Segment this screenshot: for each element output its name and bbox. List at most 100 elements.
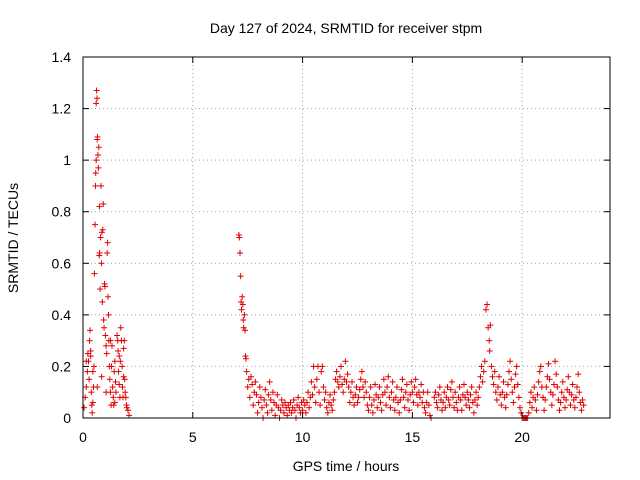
data-point	[505, 368, 512, 375]
data-point	[104, 239, 111, 246]
data-point	[456, 384, 463, 391]
data-point	[121, 376, 128, 383]
data-point	[431, 394, 438, 401]
data-point	[104, 249, 111, 256]
data-point	[545, 360, 552, 367]
data-point	[246, 394, 253, 401]
data-point	[257, 394, 264, 401]
grid-layer	[83, 57, 610, 418]
data-point	[239, 301, 246, 308]
data-point	[576, 389, 583, 396]
data-point	[99, 298, 106, 305]
data-point	[421, 404, 428, 411]
data-point	[96, 249, 103, 256]
data-point	[556, 407, 563, 414]
y-axis-label: SRMTID / TECUs	[5, 183, 21, 293]
data-point	[288, 409, 295, 416]
data-point	[406, 407, 413, 414]
data-point	[568, 391, 575, 398]
points-layer	[81, 87, 587, 421]
data-point	[98, 373, 105, 380]
data-point	[514, 381, 521, 388]
data-point	[87, 327, 94, 334]
data-point	[278, 396, 285, 403]
data-point	[117, 358, 124, 365]
data-point	[411, 384, 418, 391]
data-point	[493, 396, 500, 403]
data-point	[255, 399, 262, 406]
plot-frame	[82, 56, 611, 419]
data-point	[426, 412, 433, 419]
data-point	[347, 389, 354, 396]
data-point	[110, 394, 117, 401]
data-point	[89, 368, 96, 375]
data-point	[397, 396, 404, 403]
data-point	[396, 409, 403, 416]
data-point	[473, 389, 480, 396]
y-tick-label: 0	[63, 410, 71, 426]
data-point	[94, 151, 101, 158]
data-point	[366, 394, 373, 401]
data-point	[391, 407, 398, 414]
data-point	[440, 399, 447, 406]
data-point	[101, 324, 108, 331]
data-point	[402, 389, 409, 396]
data-point	[387, 404, 394, 411]
data-point	[422, 409, 429, 416]
data-point	[362, 378, 369, 385]
data-point	[448, 378, 455, 385]
data-point	[457, 396, 464, 403]
data-point	[509, 389, 516, 396]
data-point	[98, 260, 105, 267]
data-point	[238, 306, 245, 313]
data-point	[92, 182, 99, 189]
data-point	[89, 409, 96, 416]
data-point	[532, 396, 539, 403]
data-point	[89, 399, 96, 406]
data-point	[311, 384, 318, 391]
data-point	[247, 373, 254, 380]
data-point	[303, 399, 310, 406]
data-point	[574, 384, 581, 391]
data-point	[98, 182, 105, 189]
data-point	[378, 407, 385, 414]
data-point	[331, 389, 338, 396]
data-point	[111, 399, 118, 406]
data-point	[300, 396, 307, 403]
data-point	[537, 363, 544, 370]
data-point	[263, 402, 270, 409]
data-point	[467, 391, 474, 398]
data-point	[460, 381, 467, 388]
data-point	[531, 384, 538, 391]
data-point	[84, 350, 91, 357]
data-point	[486, 347, 493, 354]
data-point	[253, 391, 260, 398]
data-point	[90, 363, 97, 370]
data-point	[368, 402, 375, 409]
data-point	[112, 378, 119, 385]
data-point	[105, 311, 112, 318]
data-point	[468, 384, 475, 391]
data-point	[106, 376, 113, 383]
data-point	[83, 358, 90, 365]
data-point	[412, 376, 419, 383]
data-point	[256, 384, 263, 391]
data-point	[109, 384, 116, 391]
data-point	[433, 399, 440, 406]
data-point	[92, 170, 99, 177]
data-point	[567, 402, 574, 409]
data-point	[93, 100, 100, 107]
data-point	[386, 394, 393, 401]
data-point	[542, 396, 549, 403]
data-point	[329, 407, 336, 414]
data-point	[264, 409, 271, 416]
data-point	[525, 409, 532, 416]
data-point	[563, 396, 570, 403]
x-tick-label: 15	[405, 429, 421, 445]
data-point	[290, 396, 297, 403]
data-point	[116, 381, 123, 388]
data-point	[272, 412, 279, 419]
data-point	[352, 391, 359, 398]
data-point	[348, 378, 355, 385]
data-point	[87, 347, 94, 354]
